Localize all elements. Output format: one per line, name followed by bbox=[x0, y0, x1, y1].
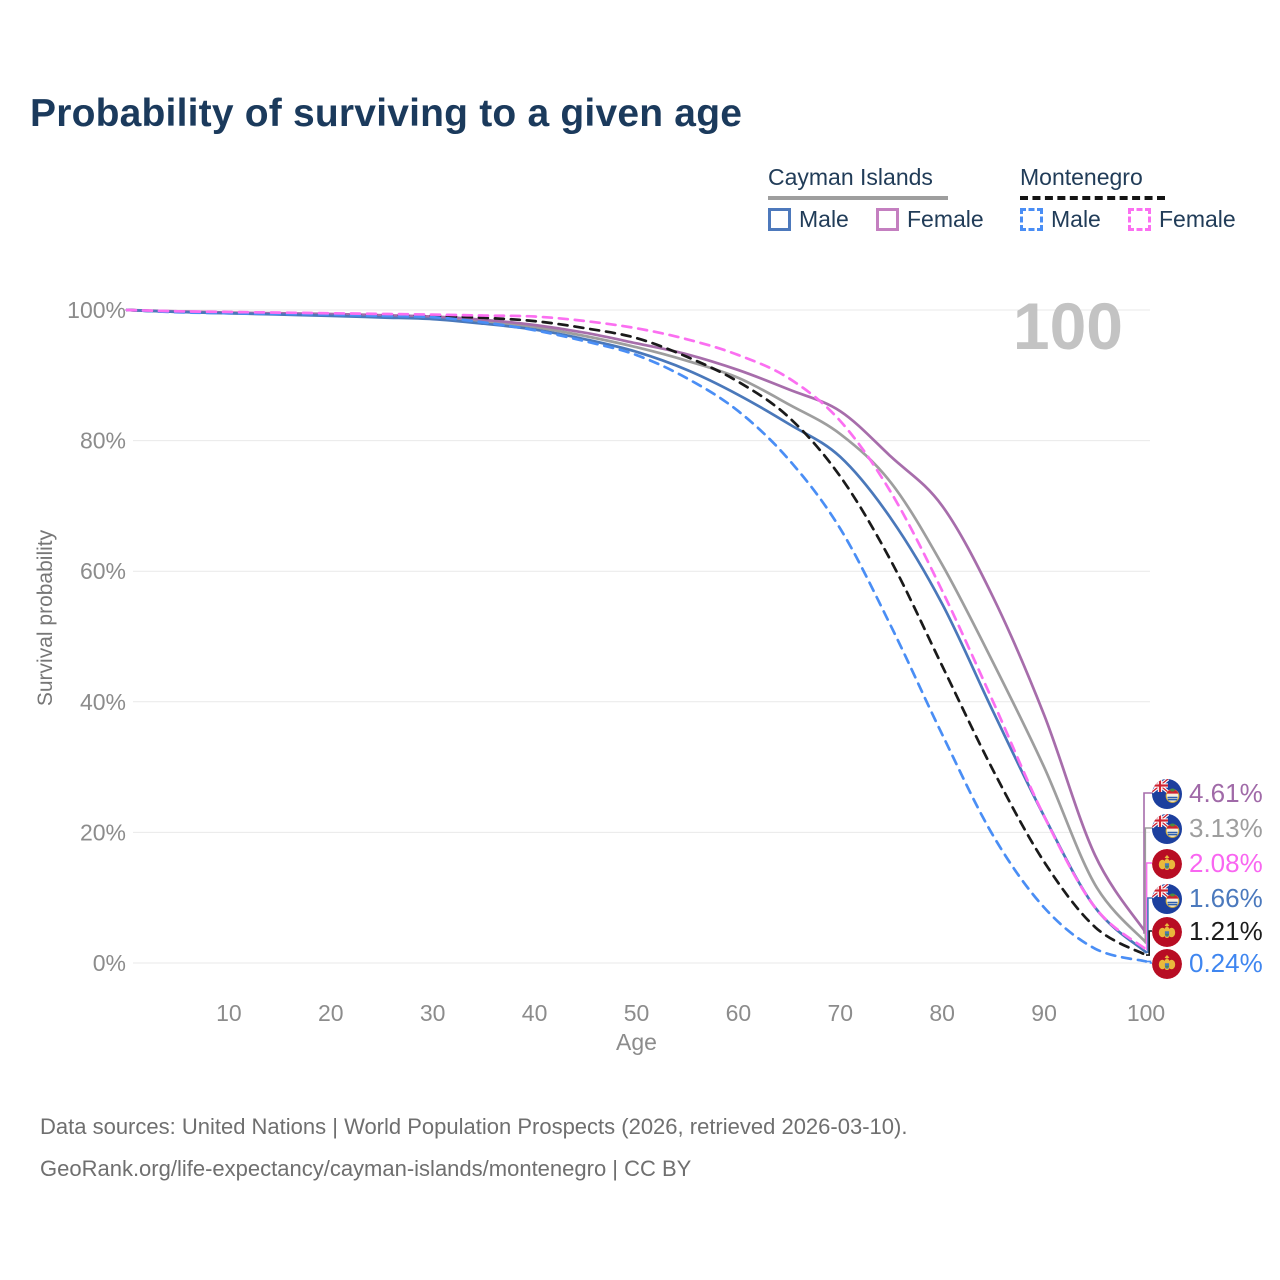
end-value-text: 1.21% bbox=[1189, 916, 1263, 946]
cayman-islands-flag-icon bbox=[1152, 883, 1182, 914]
y-tick-40: 40% bbox=[80, 689, 126, 715]
y-tick-0: 0% bbox=[93, 950, 126, 976]
leader-line-3.13% bbox=[1144, 827, 1152, 944]
leader-line-1.21% bbox=[1146, 930, 1152, 956]
series-line-montenegro-both[interactable] bbox=[125, 308, 1148, 957]
cayman-female-swatch-icon bbox=[876, 208, 899, 231]
legend-label: Male bbox=[1051, 206, 1101, 232]
x-tick-100: 100 bbox=[1127, 1000, 1165, 1026]
series-line-montenegro-male[interactable] bbox=[125, 308, 1148, 963]
end-value-text: 3.13% bbox=[1189, 813, 1263, 843]
series-line-cayman-islands-male[interactable] bbox=[125, 308, 1148, 954]
data-source-footer: Data sources: United Nations | World Pop… bbox=[40, 1106, 907, 1190]
series-line-cayman-islands-both[interactable] bbox=[125, 308, 1148, 944]
montenegro-flag-icon bbox=[1152, 848, 1182, 879]
legend-label: Female bbox=[1159, 206, 1236, 232]
legend-label: Male bbox=[799, 206, 849, 232]
leader-line-0.24% bbox=[1146, 960, 1152, 964]
x-tick-50: 50 bbox=[624, 1000, 650, 1026]
footer-line1: Data sources: United Nations | World Pop… bbox=[40, 1114, 908, 1139]
end-label-montenegro-both[interactable]: 1.21% bbox=[1152, 916, 1263, 947]
legend-group-cayman-islands-title: Cayman Islands bbox=[768, 164, 933, 190]
cayman-islands-flag-icon bbox=[1152, 813, 1182, 844]
y-tick-80: 80% bbox=[80, 428, 126, 454]
legend-cayman-underline bbox=[768, 196, 948, 200]
end-label-cayman-islands-female[interactable]: 4.61% bbox=[1152, 778, 1263, 809]
series-line-montenegro-female[interactable] bbox=[125, 308, 1148, 951]
cayman-islands-flag-icon bbox=[1152, 778, 1182, 809]
montenegro-female-swatch-icon bbox=[1128, 208, 1151, 231]
legend-group-montenegro-title: Montenegro bbox=[1020, 164, 1143, 190]
legend-item-cayman-male[interactable]: Male bbox=[768, 206, 849, 233]
end-value-text: 2.08% bbox=[1189, 848, 1263, 878]
series-line-cayman-islands-female[interactable] bbox=[125, 308, 1148, 935]
end-value-text: 4.61% bbox=[1189, 778, 1263, 808]
cayman-male-swatch-icon bbox=[768, 208, 791, 231]
legend-item-montenegro-female[interactable]: Female bbox=[1128, 206, 1236, 233]
legend-item-montenegro-male[interactable]: Male bbox=[1020, 206, 1101, 233]
end-label-cayman-islands-both[interactable]: 3.13% bbox=[1152, 813, 1263, 844]
end-label-montenegro-female[interactable]: 2.08% bbox=[1152, 848, 1263, 879]
end-label-montenegro-male[interactable]: 0.24% bbox=[1152, 948, 1263, 979]
legend-label: Female bbox=[907, 206, 984, 232]
montenegro-flag-icon bbox=[1152, 916, 1182, 947]
x-tick-20: 20 bbox=[318, 1000, 344, 1026]
montenegro-male-swatch-icon bbox=[1020, 208, 1043, 231]
x-tick-30: 30 bbox=[420, 1000, 446, 1026]
x-tick-40: 40 bbox=[522, 1000, 548, 1026]
y-tick-60: 60% bbox=[80, 558, 126, 584]
x-tick-90: 90 bbox=[1031, 1000, 1057, 1026]
montenegro-flag-icon bbox=[1152, 948, 1182, 979]
leader-line-1.66% bbox=[1146, 897, 1152, 953]
x-tick-80: 80 bbox=[929, 1000, 955, 1026]
y-tick-100: 100% bbox=[67, 297, 126, 323]
leader-line-2.08% bbox=[1145, 862, 1152, 951]
x-axis-title: Age bbox=[616, 1029, 657, 1055]
y-tick-20: 20% bbox=[80, 819, 126, 845]
page-title: Probability of surviving to a given age bbox=[30, 92, 743, 135]
legend-montenegro-underline bbox=[1020, 196, 1165, 200]
x-tick-10: 10 bbox=[216, 1000, 242, 1026]
x-tick-60: 60 bbox=[726, 1000, 752, 1026]
end-label-cayman-islands-male[interactable]: 1.66% bbox=[1152, 883, 1263, 914]
end-value-text: 1.66% bbox=[1189, 883, 1263, 913]
end-value-text: 0.24% bbox=[1189, 948, 1263, 978]
footer-line2: GeoRank.org/life-expectancy/cayman-islan… bbox=[40, 1155, 692, 1181]
x-tick-70: 70 bbox=[828, 1000, 854, 1026]
hover-age-watermark: 100 bbox=[1012, 289, 1123, 363]
legend-item-cayman-female[interactable]: Female bbox=[876, 206, 984, 233]
